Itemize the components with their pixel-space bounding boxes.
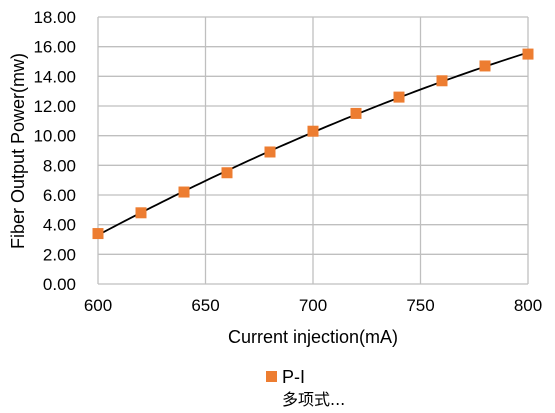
data-point <box>264 146 276 158</box>
y-tick-label: 0.00 <box>43 275 76 294</box>
legend-label-trendline: 多项式... <box>282 390 345 409</box>
x-tick-labels: 600 650 700 750 800 <box>84 296 542 315</box>
data-point <box>307 125 319 137</box>
y-tick-label: 18.00 <box>33 8 76 27</box>
data-point <box>135 207 147 219</box>
y-tick-label: 16.00 <box>33 38 76 57</box>
data-point <box>436 75 448 87</box>
data-point <box>178 186 190 198</box>
data-point <box>92 228 104 240</box>
data-point <box>522 48 534 60</box>
legend: P-I 多项式... <box>266 367 345 409</box>
data-point <box>393 91 405 103</box>
y-tick-label: 4.00 <box>43 216 76 235</box>
markers <box>92 48 534 240</box>
y-tick-label: 14.00 <box>33 67 76 86</box>
y-tick-label: 2.00 <box>43 245 76 264</box>
legend-label-p-i: P-I <box>282 367 305 387</box>
y-axis-title: Fiber Output Power(mw) <box>8 53 28 249</box>
grid <box>97 16 529 285</box>
x-tick-label: 700 <box>299 296 327 315</box>
y-tick-labels: 0.00 2.00 4.00 6.00 8.00 10.00 12.00 14.00 16.00… <box>33 8 76 294</box>
data-point <box>479 60 491 72</box>
legend-marker-p-i <box>266 371 277 382</box>
x-tick-label: 600 <box>84 296 112 315</box>
y-tick-label: 12.00 <box>33 97 76 116</box>
data-point <box>350 107 362 119</box>
y-tick-label: 10.00 <box>33 127 76 146</box>
y-tick-label: 6.00 <box>43 186 76 205</box>
x-axis-title: Current injection(mA) <box>228 327 398 347</box>
y-tick-label: 8.00 <box>43 156 76 175</box>
x-tick-label: 750 <box>406 296 434 315</box>
x-tick-label: 650 <box>191 296 219 315</box>
data-point <box>221 167 233 179</box>
x-tick-label: 800 <box>514 296 542 315</box>
